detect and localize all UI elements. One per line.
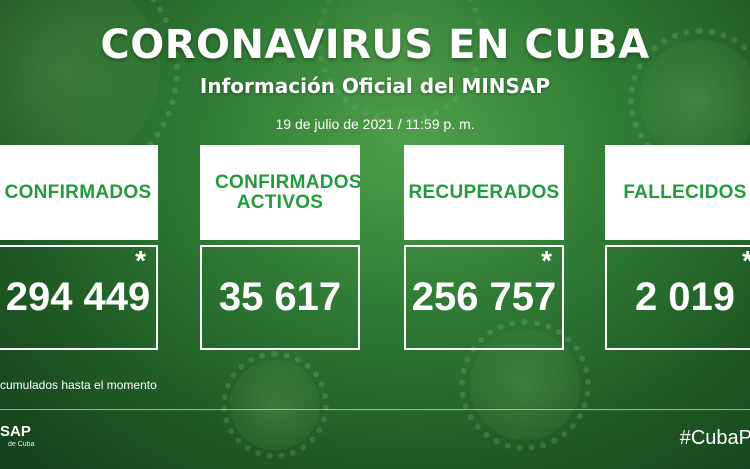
card-value: 294 449 — [5, 275, 151, 319]
minsap-logo: SAP de Cuba — [0, 424, 34, 448]
report-date: 19 de julio de 2021 / 11:59 p. m. — [275, 116, 475, 132]
virus-decoration — [316, 0, 484, 124]
footnote: cumulados hasta el momento — [0, 378, 157, 392]
card-value-box: 35 617 — [200, 245, 360, 350]
asterisk-mark: * — [541, 245, 552, 276]
card-value-box: 294 449 * — [0, 245, 158, 350]
logo-main-text: SAP — [0, 423, 31, 440]
card-label: RECUPERADOS — [404, 145, 564, 240]
card-label-text: CONFIRMADOS ACTIVOS — [215, 171, 362, 213]
logo-sub-text: de Cuba — [8, 441, 35, 448]
subtitle: Información Oficial del MINSAP — [199, 74, 551, 98]
card-label: FALLECIDOS — [605, 145, 750, 240]
card-recuperados: RECUPERADOS 256 757 * — [404, 145, 564, 350]
asterisk-mark: * — [742, 247, 750, 275]
asterisk-mark: * — [135, 245, 146, 276]
card-value: 256 757 — [411, 275, 557, 319]
card-confirmados-activos: CONFIRMADOS ACTIVOS 35 617 — [200, 145, 362, 350]
card-value: 2 019 — [634, 275, 736, 319]
card-value-box: 256 757 * — [404, 245, 564, 350]
card-label: CONFIRMADOS — [0, 145, 158, 240]
card-value: 35 617 — [218, 275, 342, 319]
card-label: CONFIRMADOS ACTIVOS — [200, 145, 362, 240]
virus-decoration — [221, 351, 329, 459]
hashtag: #CubaP — [679, 427, 750, 449]
card-value-box: 2 019 * — [605, 245, 750, 350]
card-fallecidos: FALLECIDOS 2 019 * — [605, 145, 750, 350]
card-confirmados: CONFIRMADOS 294 449 * — [0, 145, 158, 350]
main-title: CORONAVIRUS EN CUBA — [100, 22, 650, 68]
divider — [0, 409, 750, 410]
